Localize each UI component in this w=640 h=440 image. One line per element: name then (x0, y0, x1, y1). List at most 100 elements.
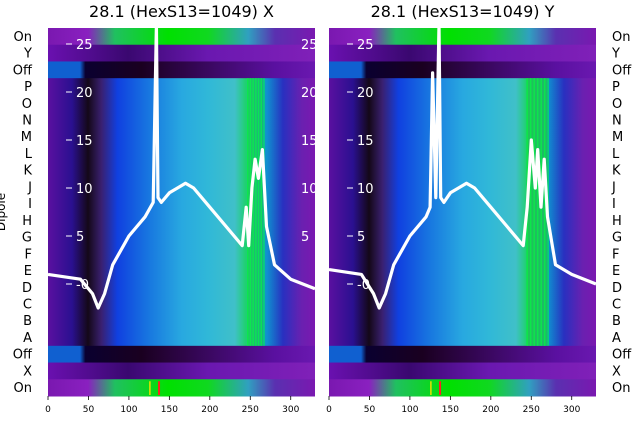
category-label: G (612, 231, 622, 246)
category-label: Y (23, 47, 32, 62)
heatmap-row-off (329, 61, 596, 79)
heatmap-row-on (329, 379, 596, 397)
heatmap-row-c (329, 295, 596, 313)
heatmap-row-k (329, 161, 596, 180)
category-label: Off (13, 348, 33, 363)
heatmap-row-on (48, 28, 315, 46)
x-tick-label: 300 (282, 405, 299, 415)
heatmap-row-b (48, 312, 315, 330)
panel-title: 28.1 (HexS13=1049) Y (371, 2, 555, 21)
category-label: P (612, 80, 620, 95)
category-label: B (23, 314, 32, 329)
category-label: G (22, 231, 32, 246)
category-label: D (22, 281, 32, 296)
heatmap-row-n (329, 111, 596, 129)
heatmap-row-g (329, 228, 596, 246)
overlay-tick-label: 10 (357, 182, 374, 197)
x-tick-label: 200 (482, 405, 499, 415)
category-label: Y (611, 47, 620, 62)
panel-y: 28.1 (HexS13=1049) YOnYOffPONMLKJIHGFEDC… (326, 2, 632, 415)
category-label: M (21, 130, 32, 145)
overlay-tick-label: 15 (357, 134, 374, 149)
green-streak (263, 78, 265, 346)
category-label: I (612, 197, 616, 212)
overlay-tick-label-right: 20 (301, 86, 318, 101)
x-tick-label: 250 (242, 405, 259, 415)
overlay-trace (328, 23, 597, 310)
panel-title: 28.1 (HexS13=1049) X (89, 2, 274, 21)
category-label: On (14, 30, 32, 45)
yellow-mark (430, 381, 432, 395)
x-tick-label: 200 (201, 405, 218, 415)
heatmap-row-off (48, 61, 315, 79)
category-label: K (23, 164, 32, 179)
heatmap-row-i (329, 195, 596, 213)
heatmap-row-a (48, 329, 315, 347)
red-mark (158, 381, 161, 395)
heatmap-row-on (329, 28, 596, 46)
green-streak (533, 78, 535, 346)
category-label: H (612, 214, 622, 229)
overlay-tick-label: 10 (76, 182, 93, 197)
heatmap-row-k (48, 161, 315, 180)
category-label: L (612, 147, 620, 162)
red-mark (439, 381, 442, 395)
green-streak (540, 78, 542, 346)
overlay-tick-label: 25 (357, 38, 374, 53)
category-label: F (25, 247, 32, 262)
heatmap-row-off (48, 345, 315, 364)
overlay-tick-label: 20 (357, 86, 374, 101)
heatmap-row-y (48, 44, 315, 62)
heatmap-row-h (48, 212, 315, 230)
x-tick-label: 0 (45, 405, 51, 415)
overlay-tick-label: 5 (76, 230, 84, 245)
category-label: On (14, 381, 32, 396)
heatmap-row-a (329, 329, 596, 347)
heatmap-row-i (48, 195, 315, 213)
category-label: K (612, 164, 621, 179)
category-label: F (612, 247, 619, 262)
green-streak (536, 78, 539, 346)
x-tick-label: 50 (364, 405, 376, 415)
category-label: J (611, 180, 616, 195)
category-label: X (23, 364, 32, 379)
category-label: Off (13, 63, 33, 78)
x-tick-label: 250 (523, 405, 540, 415)
overlay-tick-label-right: 25 (301, 38, 318, 53)
heatmap-row-g (48, 228, 315, 246)
overlay-tick-label-right: 10 (301, 182, 318, 197)
category-label: N (22, 114, 32, 129)
category-label: H (22, 214, 32, 229)
category-label: C (612, 298, 621, 313)
category-label: C (23, 298, 32, 313)
category-label: L (25, 147, 33, 162)
green-streak (257, 78, 260, 346)
heatmap-row-x (329, 362, 596, 380)
heatmap-row-on (48, 379, 315, 397)
category-label: E (24, 264, 32, 279)
category-label: J (27, 180, 32, 195)
overlay-tick-label: 25 (76, 38, 93, 53)
category-label: I (28, 197, 32, 212)
x-tick-label: 100 (120, 405, 137, 415)
category-label: X (612, 364, 621, 379)
green-streak (543, 78, 546, 346)
green-streak (529, 78, 532, 346)
heatmap-row-h (329, 212, 596, 230)
y-axis-label: Dipole (0, 193, 8, 231)
overlay-tick-label-right: 5 (301, 230, 309, 245)
green-streak (252, 78, 254, 346)
category-label: A (23, 331, 32, 346)
category-label: D (612, 281, 622, 296)
panel-x: 28.1 (HexS13=1049) XOnYOffPONMLKJIHGFEDC… (13, 2, 318, 415)
category-label: On (612, 30, 630, 45)
category-label: On (612, 381, 630, 396)
category-label: O (22, 97, 32, 112)
heatmap-row-b (329, 312, 596, 330)
category-label: P (24, 80, 32, 95)
category-label: Off (612, 63, 632, 78)
yellow-mark (149, 381, 151, 395)
overlay-tick-label-right: 15 (301, 134, 318, 149)
overlay-tick-label: 20 (76, 86, 93, 101)
category-label: Off (612, 348, 632, 363)
